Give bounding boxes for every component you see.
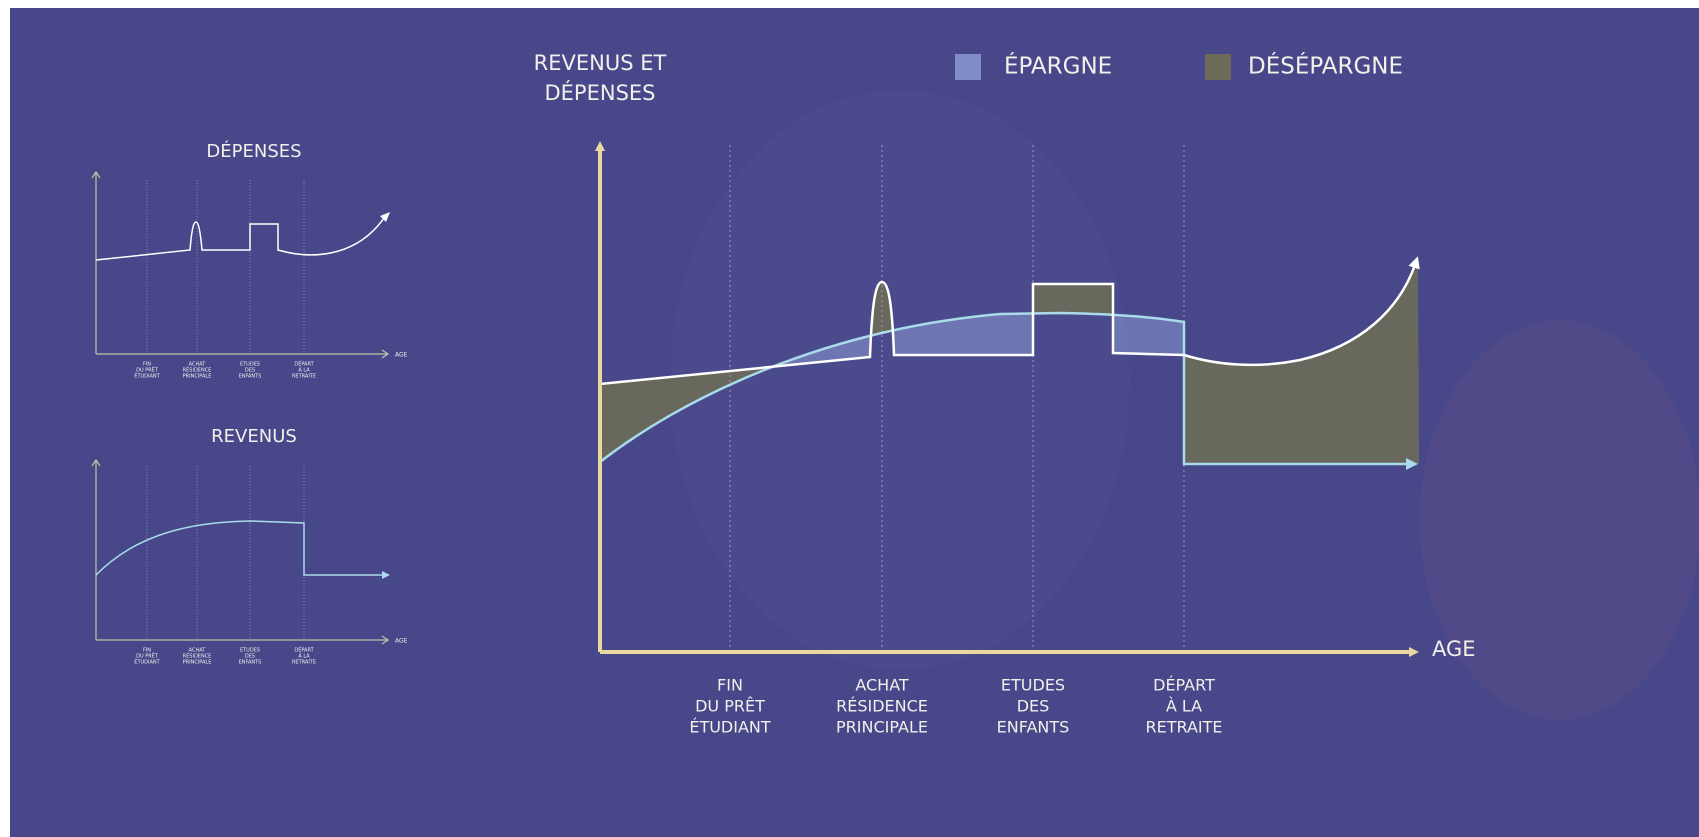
legend-swatch — [955, 54, 981, 80]
y-axis-label: REVENUS ET — [534, 51, 667, 75]
milestone-label: ETUDES — [1001, 676, 1065, 695]
milestone-label: ÉTUDIANT — [689, 718, 771, 737]
small-milestone-label: ACHAT — [189, 362, 207, 368]
small-milestone-label: ACHAT — [189, 648, 207, 654]
milestone-label: FIN — [717, 676, 743, 695]
small-milestone-label: DÉPART — [294, 360, 314, 368]
milestone-label: ENFANTS — [997, 718, 1070, 737]
small-milestone-label: ETUDES — [240, 362, 260, 368]
background-shape — [670, 90, 1130, 670]
small-milestone-label: À LA — [298, 653, 310, 660]
legend-label: DÉSÉPARGNE — [1248, 52, 1403, 80]
milestone-label: DÉPART — [1153, 676, 1215, 695]
small-milestone-label: RETRAITE — [292, 660, 316, 666]
background-shape — [1420, 320, 1699, 720]
milestone-label: DES — [1017, 697, 1050, 716]
small-milestone-label: ETUDES — [240, 648, 260, 654]
small-milestone-label: PRINCIPALE — [183, 660, 212, 666]
small-x-label: AGE — [395, 352, 408, 359]
small-milestone-label: RÉSIDENCE — [183, 366, 212, 374]
small-milestone-label: DÉPART — [294, 646, 314, 654]
small-milestone-label: FIN — [143, 648, 151, 654]
small-milestone-label: RÉSIDENCE — [183, 652, 212, 660]
arrow-head — [380, 212, 390, 222]
x-axis-label: AGE — [1432, 637, 1476, 661]
milestone-label: PRINCIPALE — [836, 718, 928, 737]
revenus-curve — [599, 311, 1418, 470]
milestone-label: RÉSIDENCE — [836, 697, 928, 716]
y-axis-label: DÉPENSES — [544, 80, 655, 105]
small-milestone-label: FIN — [143, 362, 151, 368]
milestone-label: RETRAITE — [1145, 718, 1222, 737]
small-depenses-curve — [95, 217, 385, 261]
small-milestone-label: ÉTUDIANT — [134, 658, 160, 666]
small-chart-title: REVENUS — [211, 426, 297, 447]
small-milestone-label: ENFANTS — [239, 374, 262, 380]
small-chart-title: DÉPENSES — [206, 140, 301, 162]
depenses-curve — [599, 256, 1420, 386]
legend-swatch — [1205, 54, 1231, 80]
small-milestone-label: RETRAITE — [292, 374, 316, 380]
small-milestone-label: À LA — [298, 367, 310, 374]
arrow-head — [382, 571, 390, 579]
small-revenus-curve — [95, 520, 384, 576]
milestone-label: ACHAT — [855, 676, 909, 695]
small-axes — [91, 170, 390, 645]
milestone-label: À LA — [1166, 697, 1202, 716]
small-milestone-label: DU PRÊT — [136, 652, 159, 660]
small-milestone-label: ENFANTS — [239, 660, 262, 666]
milestone-label: DU PRÊT — [695, 697, 765, 716]
small-milestone-label: DES — [245, 654, 255, 660]
small-milestone-label: DU PRÊT — [136, 366, 159, 374]
small-milestone-label: ÉTUDIANT — [134, 372, 160, 380]
small-x-label: AGE — [395, 638, 408, 645]
small-milestone-label: PRINCIPALE — [183, 374, 212, 380]
small-milestone-label: DES — [245, 368, 255, 374]
legend-label: ÉPARGNE — [1004, 52, 1112, 80]
